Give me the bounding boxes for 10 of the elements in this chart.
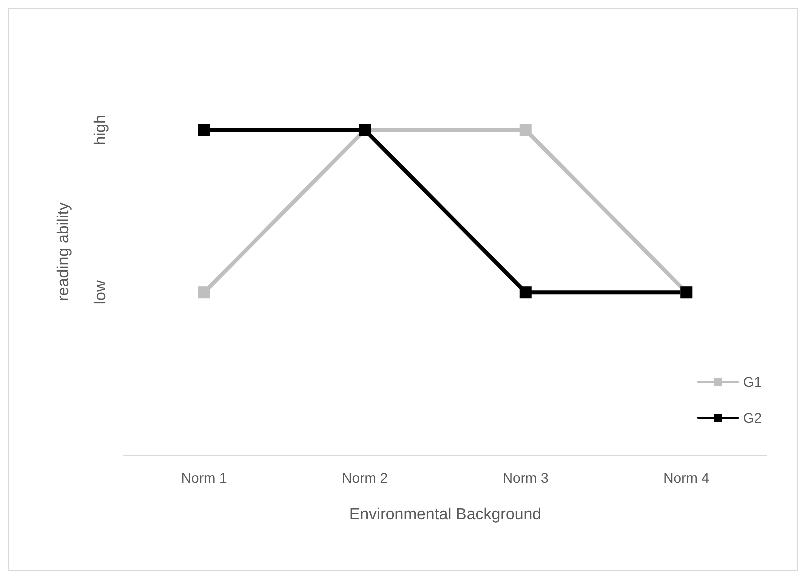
- x-tick-label: Norm 1: [181, 470, 228, 486]
- text: low: [92, 280, 110, 305]
- legend-label: G2: [743, 410, 762, 426]
- x-tick-label: Norm 4: [664, 470, 710, 486]
- x-axis-title: Environmental Background: [349, 506, 542, 524]
- x-tick-label: Norm 3: [502, 470, 550, 486]
- y-axis-title: reading ability: [56, 202, 72, 302]
- legend-label: G1: [743, 374, 762, 390]
- x-tick-label: Norm 2: [342, 470, 388, 486]
- text: high: [92, 115, 110, 146]
